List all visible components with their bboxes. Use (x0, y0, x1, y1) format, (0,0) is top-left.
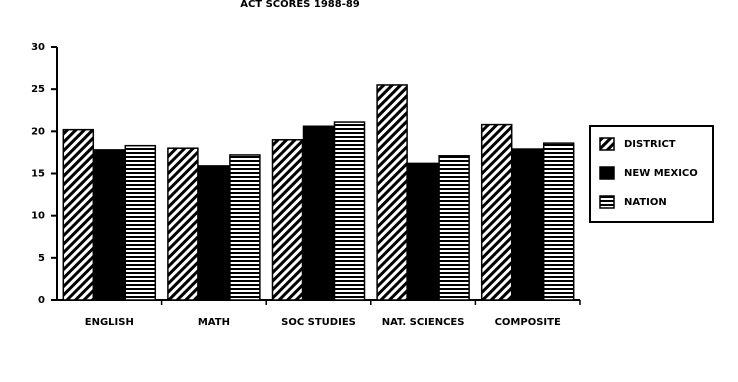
bar (542, 142, 575, 301)
legend-label: NEW MEXICO (624, 168, 698, 179)
x-tick-label: SOC STUDIES (281, 317, 356, 328)
y-tick-label: 20 (31, 126, 45, 137)
bar (333, 121, 366, 301)
legend-label: NATION (624, 197, 667, 208)
y-tick-label: 30 (31, 42, 45, 53)
y-tick-label: 15 (31, 169, 45, 180)
legend-label: DISTRICT (624, 139, 676, 150)
bar (480, 123, 513, 301)
bar (511, 148, 544, 301)
x-tick-label: NAT. SCIENCES (382, 317, 465, 328)
legend-swatch (599, 137, 615, 151)
x-tick-label: ENGLISH (85, 317, 134, 328)
chart-title: ACT SCORES 1988-89 (240, 0, 360, 10)
bar (93, 149, 126, 301)
y-tick-label: 0 (38, 295, 45, 306)
legend-swatch (599, 166, 615, 180)
bar (271, 139, 304, 301)
x-tick-label: COMPOSITE (495, 317, 561, 328)
bar (407, 162, 439, 301)
bar (167, 147, 199, 301)
bar (302, 125, 335, 301)
bar (124, 144, 157, 301)
bar (62, 128, 95, 301)
bar (438, 155, 470, 301)
y-tick-label: 10 (31, 211, 45, 222)
y-tick-label: 25 (31, 84, 45, 95)
bar (376, 84, 408, 301)
legend-swatch (599, 195, 615, 209)
bar (229, 154, 261, 301)
bar (198, 165, 230, 301)
y-tick-label: 5 (38, 253, 45, 264)
x-tick-label: MATH (198, 317, 230, 328)
